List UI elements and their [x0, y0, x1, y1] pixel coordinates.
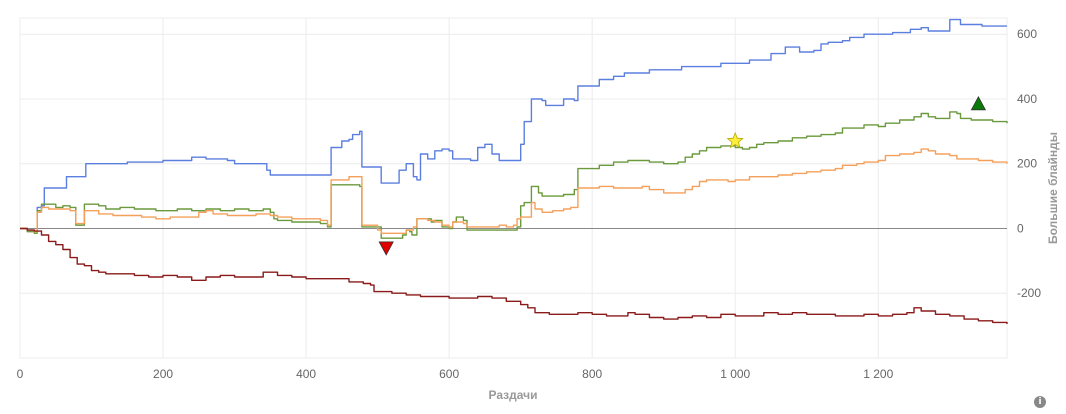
marker-star — [726, 131, 744, 149]
series-line-3 — [20, 148, 1008, 234]
y-tick-label: -200 — [1017, 286, 1041, 300]
marker-triangle-down — [378, 241, 394, 256]
series-line-4 — [20, 227, 1008, 324]
x-tick-label: 0 — [17, 367, 24, 381]
series-line-1 — [20, 18, 1007, 232]
y-axis-title: Большие блайнды — [1046, 132, 1060, 244]
y-tick-label: 200 — [1017, 157, 1037, 171]
plot-border — [19, 17, 1008, 359]
chart-markers — [378, 95, 987, 256]
y-axis-ticks: -200 0 200 400 600 — [1017, 27, 1041, 300]
y-tick-label: 600 — [1017, 27, 1037, 41]
series-line-2 — [20, 111, 1008, 239]
x-tick-label: 200 — [153, 367, 173, 381]
chart-series — [20, 18, 1008, 324]
x-tick-label: 600 — [439, 367, 459, 381]
x-axis-title: Раздачи — [489, 388, 538, 402]
chart-grid — [19, 17, 1008, 359]
x-tick-label: 1 000 — [720, 367, 750, 381]
x-tick-label: 400 — [296, 367, 316, 381]
y-tick-label: 400 — [1017, 92, 1037, 106]
x-tick-label: 800 — [582, 367, 602, 381]
x-tick-label: 1 200 — [863, 367, 893, 381]
info-icon[interactable]: i — [1034, 396, 1046, 408]
y-tick-label: 0 — [1017, 221, 1024, 235]
x-axis-ticks: 0 200 400 600 800 1 000 1 200 — [17, 367, 894, 381]
marker-triangle-up — [970, 95, 987, 111]
